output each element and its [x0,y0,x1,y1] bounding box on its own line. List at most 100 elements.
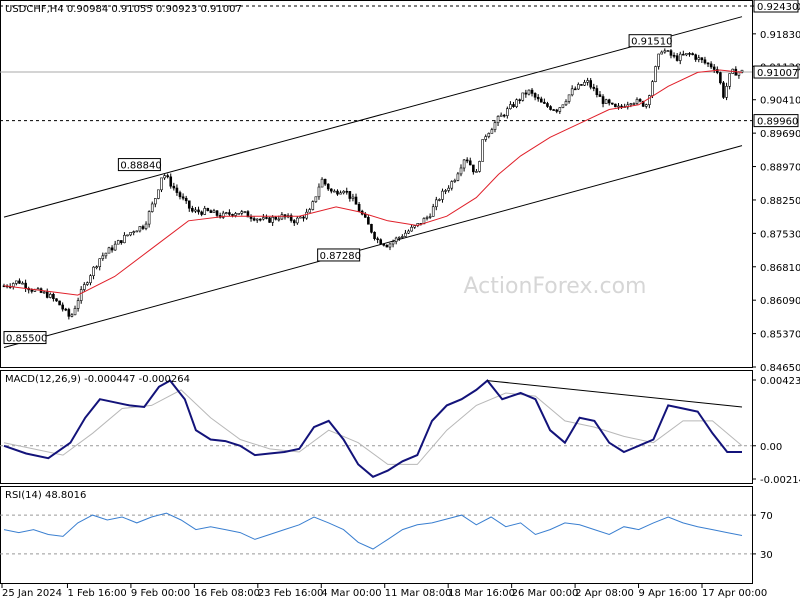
candle-body [391,241,395,245]
time-tick-label: 17 Apr 00:00 [702,588,767,599]
axis-price-box-2 [753,65,799,79]
candle-body [660,51,664,55]
candle-body [425,217,429,219]
rsi-tick-label: 70 [760,511,773,522]
price-tick-label: 0.89690 [760,129,800,140]
candle-body [255,218,259,221]
candle-body [611,102,614,105]
candle-body [453,180,457,182]
candle-body [558,107,562,112]
candle-body [45,291,49,298]
candle-body [333,190,336,193]
candle-body [688,53,691,55]
candle-body [271,216,274,223]
candle-body [666,50,670,52]
candle-body [397,236,401,239]
candle-body [228,212,231,215]
candle-body [169,176,173,187]
candle-body [450,181,454,189]
candle-body [123,234,126,244]
time-axis: 25 Jan 2024 1 Feb 16:00 9 Feb 00:00 16 Feb … [1,584,767,599]
rsi-label: RSI(14) 48.8016 [5,490,86,501]
candle-body [274,216,278,220]
candle-body [456,173,460,181]
time-tick-label: 9 Feb 00:00 [131,588,190,599]
candle-body [203,208,207,215]
candle-body [648,95,651,105]
macd-tick-label: 0.00 [760,442,782,453]
candle-body [536,96,540,100]
candle-body [15,280,18,284]
candle-body [317,186,321,198]
candle-body [604,99,608,104]
candle-body [61,304,64,310]
annotation-box-1 [117,158,161,172]
candle-body [641,100,645,107]
candle-body [194,209,197,212]
axis-price-box-0 [753,0,799,13]
candle-body [629,103,633,106]
candle-body [163,175,166,179]
candle-body [512,104,515,107]
candle-body [719,72,722,84]
time-tick-label: 9 Apr 16:00 [639,588,698,599]
time-tick-label: 25 Jan 2024 [2,588,62,599]
candle-body [709,63,713,68]
candle-body [302,216,305,219]
candle-body [296,217,299,224]
rsi-axis: 70 30 [752,511,773,561]
annotation-box-2 [317,248,361,262]
candle-body [527,89,531,95]
watermark: ActionForex.com [464,274,647,299]
chart-header: USDCHF,H4 0.90984 0.91055 0.90923 0.9100… [5,4,242,15]
candle-body [67,309,71,317]
candle-body [351,196,355,199]
candle-body [373,231,376,239]
candle-body [475,171,478,173]
price-tick-label: 0.88970 [760,163,800,174]
trend-channel [3,16,743,348]
candle-body [657,53,660,67]
rsi-tick-label: 30 [760,550,773,561]
candle-body [700,57,704,61]
annotation-2: 0.87280 [320,251,361,262]
candle-body [52,293,55,300]
candle-body [583,82,586,86]
candle-body [462,159,466,169]
candle-body [570,88,574,96]
horizontal-levels [0,5,752,122]
candle-body [691,53,694,56]
candle-body [209,210,213,213]
axis-price-box-label: 0.91007 [757,68,798,79]
candle-body [237,213,240,215]
candle-body [722,82,725,98]
candle-body [342,190,345,194]
time-tick-label: 4 Mar 00:00 [321,588,381,599]
axis-price-box-label: 0.92430 [757,2,798,13]
candle-body [132,231,135,233]
candle-body [225,212,228,214]
candle-body [447,187,450,191]
candle-body [468,160,472,166]
candle-body [635,99,639,104]
rsi-lines [0,512,752,555]
candle-body [160,177,163,191]
candle-body [499,114,503,117]
candle-body [363,213,367,218]
candle-body [30,289,34,292]
candle-body [694,54,697,60]
candle-body [64,308,68,311]
candle-body [157,189,160,199]
price-axis: 0.924300.918300.911300.904100.896900.889… [752,0,800,374]
candle-body [379,239,383,245]
candle-body [530,89,534,94]
candle-body [82,284,86,290]
candle-body [289,215,293,221]
candle-body [79,289,83,301]
candle-body [314,196,318,202]
annotation-3: 0.91510 [631,37,672,48]
candle-body [58,300,61,306]
candle-body [326,183,330,190]
candle-body [308,209,311,213]
